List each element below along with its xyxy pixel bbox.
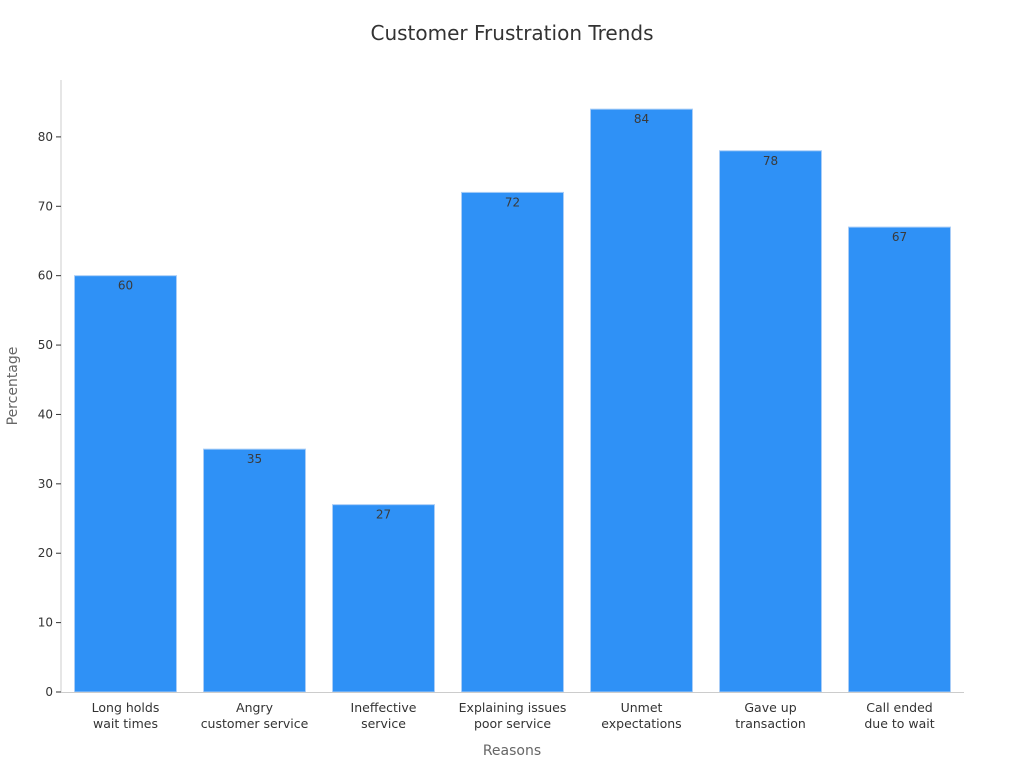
y-tick-label: 10 xyxy=(38,616,53,630)
data-label: 84 xyxy=(634,112,649,126)
x-tick-label: Gave up transaction xyxy=(735,700,806,731)
data-label: 27 xyxy=(376,508,391,522)
chart-title: Customer Frustration Trends xyxy=(370,21,653,45)
data-label: 67 xyxy=(892,230,907,244)
y-tick-label: 60 xyxy=(38,269,53,283)
x-tick-label: Call ended due to wait xyxy=(864,700,934,731)
bars: 60 35 27 72 84 78 67 xyxy=(74,108,951,693)
bar xyxy=(74,275,177,693)
x-tick-label: Long holds wait times xyxy=(92,700,160,731)
y-tick-label: 40 xyxy=(38,407,53,421)
bar xyxy=(848,226,951,693)
y-tick-label: 0 xyxy=(45,685,53,699)
y-tick-label: 50 xyxy=(38,338,53,352)
y-axis-label: Percentage xyxy=(5,347,21,426)
data-label: 60 xyxy=(118,279,133,293)
y-tick-label: 70 xyxy=(38,199,53,213)
data-label: 35 xyxy=(247,452,262,466)
bar xyxy=(332,504,435,693)
data-label: 78 xyxy=(763,154,778,168)
x-tick-label: Ineffective service xyxy=(351,700,417,731)
data-label: 72 xyxy=(505,195,520,209)
bar xyxy=(719,150,822,693)
bar xyxy=(590,108,693,693)
x-tick-label: Angry customer service xyxy=(201,700,309,731)
y-tick-label: 30 xyxy=(38,477,53,491)
bar xyxy=(461,191,564,693)
y-tick-label: 20 xyxy=(38,546,53,560)
y-axis: 0 10 20 30 40 50 60 70 80 xyxy=(38,80,62,699)
x-tick-label: Explaining issues poor service xyxy=(459,700,567,731)
y-tick-label: 80 xyxy=(38,130,53,144)
x-axis: Long holds wait times Angry customer servic… xyxy=(61,692,964,731)
x-tick-label: Unmet expectations xyxy=(601,700,681,731)
bar xyxy=(203,448,306,693)
x-axis-label: Reasons xyxy=(483,743,541,759)
